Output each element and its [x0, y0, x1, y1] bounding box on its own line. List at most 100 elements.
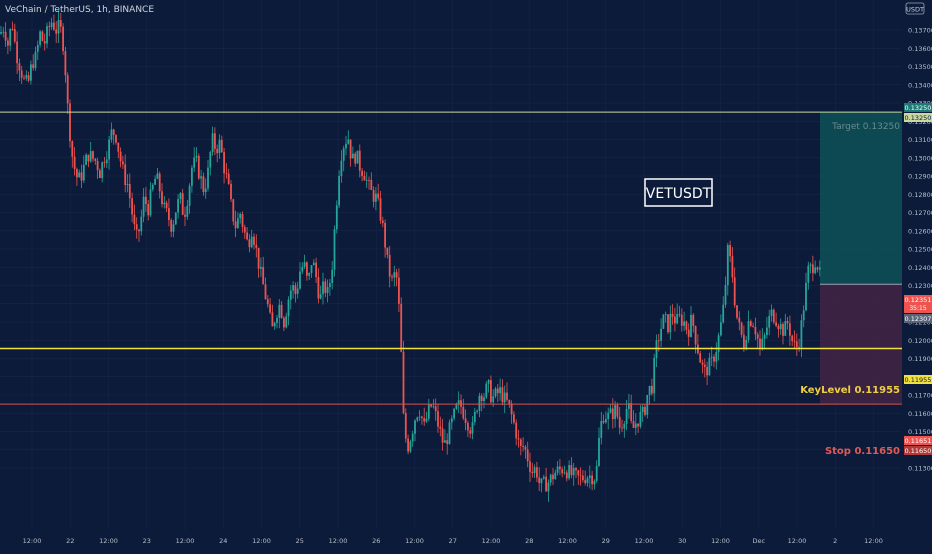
candle-body — [494, 388, 497, 397]
candle-body — [680, 314, 683, 326]
candle-body — [234, 221, 237, 229]
candle-body — [591, 475, 593, 485]
candle-body — [103, 162, 106, 164]
candle-body — [303, 262, 306, 267]
candle-body — [646, 395, 649, 415]
candle-body — [156, 173, 159, 179]
candle-body — [457, 400, 460, 405]
candle-body — [453, 408, 455, 419]
candle-body — [16, 41, 18, 64]
candle-body — [462, 406, 465, 419]
candle-body — [149, 189, 152, 216]
candle-body — [299, 271, 301, 289]
candle-body — [294, 285, 297, 294]
currency-button-label: USDT — [906, 6, 924, 14]
candle-body — [717, 335, 720, 352]
candle-body — [119, 151, 122, 162]
candle-body — [124, 164, 127, 185]
candle-body — [720, 322, 722, 336]
candle-body — [99, 170, 101, 179]
candle-body — [609, 408, 612, 413]
candle-body — [64, 51, 67, 76]
candle-body — [105, 159, 108, 164]
candle-body — [145, 196, 147, 205]
stop-label: Stop 0.11650 — [825, 446, 900, 457]
candle-body — [184, 214, 186, 217]
symbol-box[interactable] — [644, 178, 713, 207]
candle-body — [795, 341, 798, 348]
candle-body — [602, 420, 605, 423]
time-tick-label: 12:00 — [99, 537, 118, 545]
candle-body — [540, 478, 543, 484]
candle-body — [660, 328, 662, 341]
candle-body — [50, 22, 53, 28]
candle-body — [243, 227, 246, 233]
candle-body — [131, 198, 133, 215]
candle-body — [784, 321, 787, 336]
candle-body — [547, 482, 550, 492]
candle-body — [285, 316, 288, 328]
candle-body — [802, 310, 805, 321]
candle-body — [639, 412, 642, 427]
time-axis[interactable]: 12:00 22 12:00 23 12:00 24 12:00 25 12:00 26 12:00… — [23, 537, 883, 545]
candle-body — [478, 395, 481, 411]
candle-body — [556, 466, 559, 473]
candle-body — [349, 139, 352, 159]
candle-body — [227, 173, 230, 184]
candle-body — [301, 266, 304, 272]
candle-body — [358, 150, 361, 171]
candle-body — [395, 272, 398, 278]
candle-body — [32, 64, 35, 69]
candle-body — [315, 262, 317, 278]
candle-body — [816, 267, 819, 270]
candle-body — [138, 229, 140, 232]
candle-body — [644, 406, 646, 415]
candle-body — [69, 103, 71, 142]
time-tick-label: 12:00 — [329, 537, 348, 545]
candle-body — [216, 148, 219, 154]
candle-body — [460, 400, 462, 407]
candle-body — [630, 403, 633, 421]
candle-body — [561, 469, 564, 474]
candle-body — [611, 408, 614, 420]
candle-body — [269, 304, 271, 313]
candle-body — [519, 439, 522, 446]
candle-body — [414, 420, 416, 434]
candle-body — [255, 244, 258, 248]
candle-body — [772, 309, 775, 323]
candle-body — [464, 418, 467, 423]
candle-body — [563, 472, 566, 474]
candle-body — [324, 281, 327, 293]
candle-body — [634, 423, 637, 428]
candle-body — [798, 347, 800, 348]
candle-body — [204, 188, 207, 193]
time-tick-label: 12:00 — [864, 537, 883, 545]
profit-zone[interactable] — [820, 112, 902, 285]
candle-body — [444, 440, 446, 443]
currency-button[interactable] — [905, 2, 925, 15]
candle-body — [230, 183, 232, 200]
candle-body — [193, 157, 196, 168]
candle-body — [805, 282, 807, 311]
candle-body — [710, 356, 713, 358]
candle-body — [76, 169, 78, 178]
loss-zone[interactable] — [820, 284, 902, 405]
candle-body — [225, 173, 228, 175]
candle-body — [513, 414, 515, 423]
candle-body — [411, 433, 414, 442]
candle-body — [416, 417, 419, 421]
candle-body — [726, 245, 729, 286]
candle-body — [623, 423, 626, 429]
candle-body — [724, 285, 727, 305]
candle-layer — [0, 9, 821, 502]
candle-body — [616, 405, 619, 417]
candle-body — [570, 465, 573, 476]
candle-body — [743, 334, 745, 349]
candle-body — [271, 312, 274, 327]
time-tick-label: 24 — [219, 537, 227, 545]
